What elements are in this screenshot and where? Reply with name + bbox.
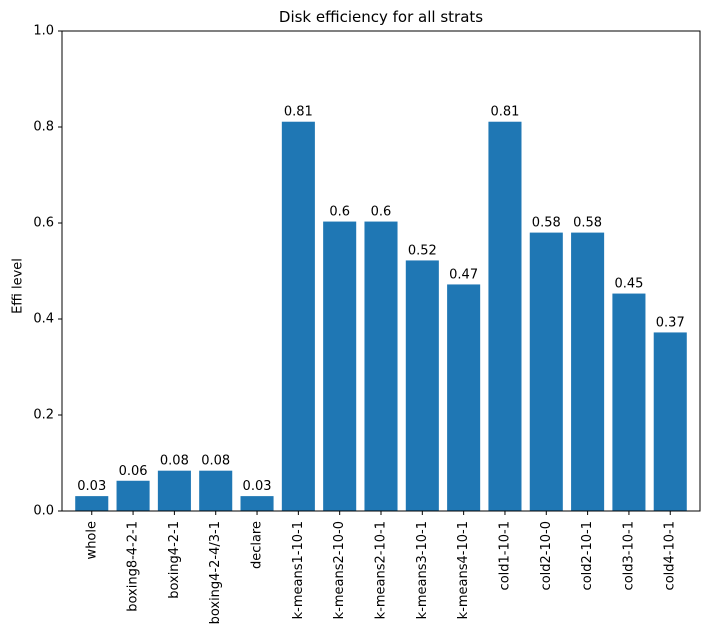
y-tick-label: 0.0 [33, 504, 54, 519]
x-tick-label: cold3-10-1 [621, 521, 636, 590]
bar-11 [529, 232, 563, 511]
bar-14 [653, 332, 687, 511]
bar-13 [612, 293, 646, 511]
bar-value-label: 0.58 [573, 216, 602, 231]
bar-value-label: 0.58 [532, 216, 561, 231]
x-tick-label: k-means3-10-1 [415, 521, 430, 619]
x-tick-label: boxing4-2-4/3-1 [208, 521, 223, 624]
y-tick-label: 0.8 [33, 120, 54, 135]
bar-value-label: 0.6 [329, 205, 350, 220]
x-tick-label: cold1-10-1 [497, 521, 512, 590]
bar-value-label: 0.45 [614, 277, 643, 292]
y-tick-label: 0.6 [33, 216, 54, 231]
x-tick-label: cold2-10-0 [539, 521, 554, 590]
plot-area-frame [61, 30, 701, 512]
bar-value-label: 0.03 [77, 479, 106, 494]
bar-3 [199, 470, 233, 511]
bar-value-label: 0.06 [119, 464, 148, 479]
bar-10 [488, 121, 522, 511]
x-tick-label: k-means2-10-1 [374, 521, 389, 619]
bar-value-label: 0.37 [656, 315, 685, 330]
bar-value-label: 0.08 [201, 454, 230, 469]
bar-6 [323, 221, 357, 511]
bar-value-label: 0.52 [408, 243, 437, 258]
x-tick-label: cold4-10-1 [663, 521, 678, 590]
bar-7 [364, 221, 398, 511]
x-tick-label: boxing4-2-1 [167, 521, 182, 599]
y-tick-label: 0.2 [33, 408, 54, 423]
x-tick-label: k-means1-10-1 [291, 521, 306, 619]
bar-2 [157, 470, 191, 511]
bar-value-label: 0.81 [284, 105, 313, 120]
bar-value-label: 0.08 [160, 454, 189, 469]
bar-value-label: 0.6 [371, 205, 392, 220]
x-tick-label: k-means2-10-0 [332, 521, 347, 619]
bar-value-label: 0.47 [449, 267, 478, 282]
y-axis-label: Effi level [11, 258, 26, 314]
y-tick-label: 1.0 [33, 24, 54, 39]
x-tick-label: k-means4-10-1 [456, 521, 471, 619]
bar-8 [405, 260, 439, 511]
x-tick-label: whole [84, 521, 99, 559]
bar-value-label: 0.81 [490, 105, 519, 120]
bar-9 [447, 284, 481, 511]
bar-0 [75, 496, 109, 511]
x-tick-label: declare [250, 521, 265, 569]
bar-4 [240, 496, 274, 511]
y-tick-label: 0.4 [33, 312, 54, 327]
x-tick-label: boxing8-4-2-1 [126, 521, 141, 612]
bar-value-label: 0.03 [243, 479, 272, 494]
bar-5 [281, 121, 315, 511]
chart-title: Disk efficiency for all strats [279, 8, 483, 26]
bar-12 [571, 232, 605, 511]
bar-1 [116, 480, 150, 511]
x-tick-label: cold2-10-1 [580, 521, 595, 590]
